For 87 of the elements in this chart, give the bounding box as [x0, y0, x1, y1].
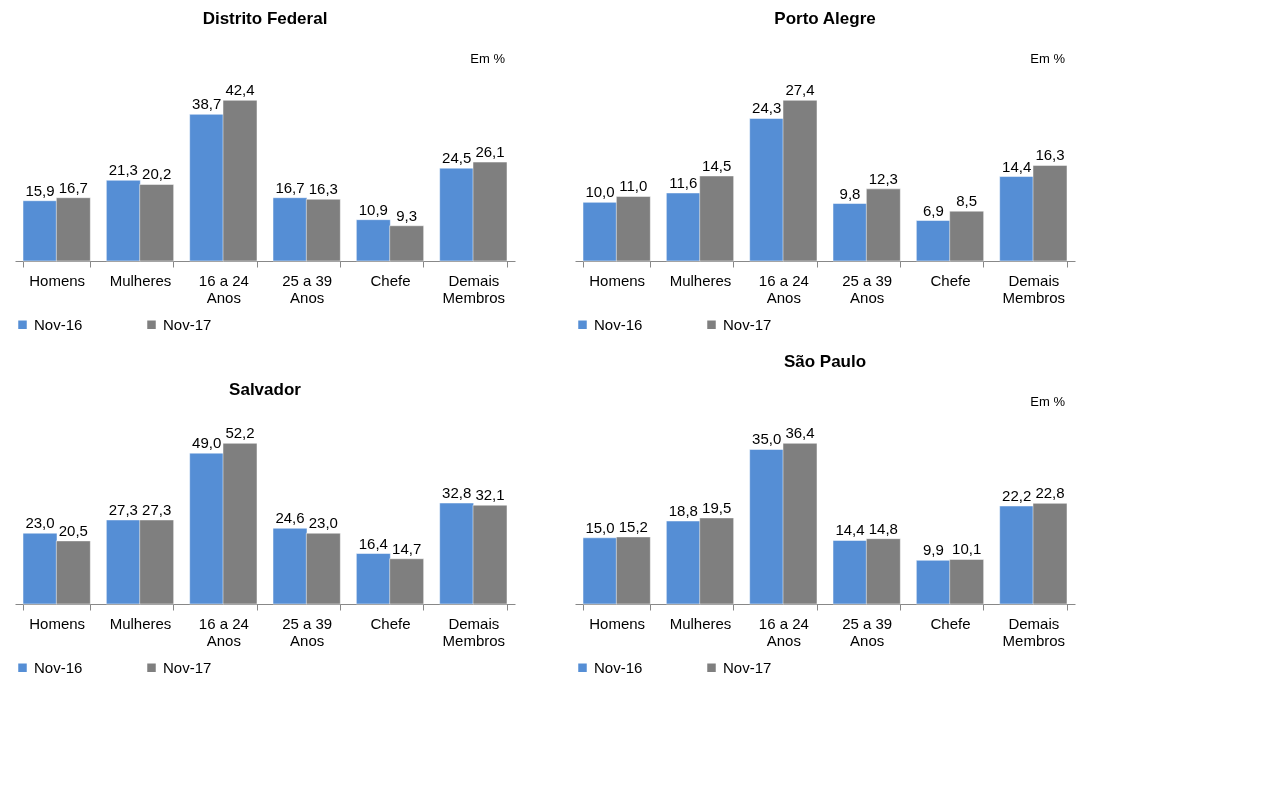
x-tick-label: Chefe [930, 614, 971, 632]
data-label: 16,3 [1035, 146, 1065, 164]
x-tick-label: 25 a 39 Anos [842, 271, 893, 306]
data-label: 24,6 [275, 509, 305, 527]
legend-label: Nov-17 [163, 658, 212, 676]
data-label: 35,0 [752, 430, 782, 448]
text: Em % [1030, 51, 1066, 66]
data-label: 36,4 [785, 424, 815, 442]
x-tick-label: Demais Membros [1002, 271, 1066, 306]
data-label: 11,0 [619, 177, 648, 195]
data-label: 10,0 [585, 183, 615, 201]
x-tick-label: 25 a 39 Anos [282, 614, 333, 649]
x-tick-label: Chefe [370, 271, 411, 289]
text: Em % [1030, 394, 1066, 409]
data-label: 20,5 [58, 521, 88, 539]
legend-label: Nov-16 [34, 315, 83, 333]
data-label: 14,5 [702, 156, 732, 174]
data-label: 15,2 [618, 517, 648, 535]
data-label: 14,4 [835, 521, 865, 539]
x-tick-label: Demais Membros [442, 614, 506, 649]
data-label: 16,7 [58, 178, 88, 196]
data-label: 52,2 [225, 424, 255, 442]
x-tick-label: Homens [29, 271, 86, 289]
chart-title: Salvador [229, 380, 302, 399]
data-label: 22,8 [1035, 484, 1065, 502]
data-label: 15,0 [585, 518, 615, 536]
x-tick-label: 16 a 24 Anos [198, 271, 249, 306]
x-tick-label: Mulheres [109, 614, 172, 632]
x-tick-label: Mulheres [109, 271, 172, 289]
data-label: 9,8 [839, 184, 861, 202]
data-label: 6,9 [922, 201, 944, 219]
x-tick-label: Mulheres [669, 271, 732, 289]
chart-title: São Paulo [783, 352, 867, 371]
data-label: 8,5 [956, 192, 978, 210]
data-label: 16,7 [275, 178, 305, 196]
x-tick-label: Homens [29, 614, 86, 632]
data-label: 12,3 [868, 169, 898, 187]
x-tick-label: 16 a 24 Anos [758, 271, 809, 306]
data-label: 38,7 [192, 95, 222, 113]
data-label: 32,1 [475, 486, 505, 504]
data-label: 19,5 [702, 498, 732, 516]
data-label: 14,8 [868, 519, 898, 537]
x-tick-label: Chefe [370, 614, 411, 632]
data-label: 27,4 [785, 81, 815, 99]
data-label: 22,2 [1002, 486, 1032, 504]
data-label: 18,8 [668, 501, 698, 519]
x-tick-label: 16 a 24 Anos [198, 614, 249, 649]
data-label: 15,9 [25, 181, 55, 199]
data-label: 14,7 [392, 539, 422, 557]
data-label: 24,3 [752, 99, 782, 117]
text: Em % [470, 51, 506, 66]
data-label: 27,3 [142, 500, 172, 518]
data-label: 16,4 [358, 534, 388, 552]
data-label: 20,2 [142, 165, 172, 183]
data-label: 10,9 [358, 200, 388, 218]
x-tick-label: 16 a 24 Anos [758, 614, 809, 649]
data-label: 10,1 [952, 540, 982, 558]
data-label: 9,3 [396, 206, 418, 224]
chart-title: Porto Alegre [774, 9, 876, 28]
data-label: 42,4 [225, 81, 255, 99]
x-tick-label: Demais Membros [442, 271, 506, 306]
data-label: 23,0 [308, 514, 338, 532]
data-label: 26,1 [475, 143, 505, 161]
legend-label: Nov-17 [163, 315, 212, 333]
data-label: 49,0 [192, 434, 222, 452]
chart-title: Distrito Federal [202, 9, 328, 28]
legend-label: Nov-16 [594, 658, 643, 676]
x-tick-label: 25 a 39 Anos [282, 271, 333, 306]
x-tick-label: Demais Membros [1002, 614, 1066, 649]
data-label: 14,4 [1002, 157, 1032, 175]
data-label: 11,6 [669, 173, 698, 191]
x-tick-label: Homens [589, 271, 646, 289]
data-label: 16,3 [308, 180, 338, 198]
x-tick-label: Mulheres [669, 614, 732, 632]
x-tick-label: 25 a 39 Anos [842, 614, 893, 649]
legend-label: Nov-17 [723, 315, 772, 333]
data-label: 32,8 [442, 484, 472, 502]
x-tick-label: Chefe [930, 271, 971, 289]
legend-label: Nov-16 [594, 315, 643, 333]
data-label: 23,0 [25, 514, 55, 532]
legend-label: Nov-17 [723, 658, 772, 676]
data-label: 9,9 [922, 541, 944, 559]
data-label: 24,5 [442, 149, 472, 167]
data-label: 21,3 [108, 161, 138, 179]
x-tick-label: Homens [589, 614, 646, 632]
legend-label: Nov-16 [34, 658, 83, 676]
data-label: 27,3 [108, 500, 138, 518]
